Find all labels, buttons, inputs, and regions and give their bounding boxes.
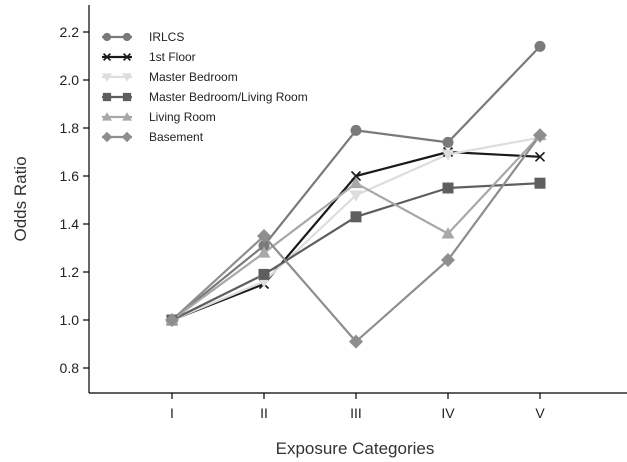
- series-line: [171, 134, 541, 343]
- data-point: [258, 268, 270, 280]
- legend-label: Master Bedroom: [149, 70, 238, 84]
- legend-marker: [103, 53, 111, 61]
- y-tick-label: 2.2: [60, 24, 80, 40]
- data-point: [441, 253, 455, 267]
- data-point: [350, 124, 362, 136]
- x-tick-label: V: [535, 405, 545, 421]
- legend-label: Master Bedroom/Living Room: [149, 90, 308, 104]
- x-tick-label: IV: [441, 405, 455, 421]
- data-point: [349, 176, 363, 189]
- chart-axes: [88, 5, 627, 394]
- y-tick-label: 1.6: [60, 168, 80, 184]
- legend-marker: [102, 73, 112, 82]
- data-point: [534, 177, 546, 189]
- y-tick-label: 1.2: [60, 264, 80, 280]
- legend-marker: [101, 131, 113, 143]
- y-tick-label: 1.4: [60, 216, 80, 232]
- y-tick-label: 2.0: [60, 72, 80, 88]
- data-point: [533, 128, 547, 143]
- data-point: [534, 151, 546, 162]
- legend-label: 1st Floor: [149, 50, 196, 64]
- legend-label: IRLCS: [149, 30, 184, 44]
- legend-marker: [102, 92, 112, 102]
- data-point: [442, 136, 454, 148]
- data-point: [258, 240, 270, 252]
- series-markers: [165, 40, 547, 349]
- data-point: [349, 190, 363, 202]
- legend-marker: [122, 73, 132, 82]
- x-ticks: I II III IV V: [170, 393, 545, 421]
- x-tick-label: III: [350, 405, 362, 421]
- y-ticks: 0.8 1.0 1.2 1.4 1.6 1.8 2.0 2.2: [60, 24, 89, 376]
- data-point: [441, 227, 455, 239]
- legend-marker: [102, 32, 112, 42]
- data-point: [257, 229, 271, 243]
- x-tick-label: I: [170, 405, 174, 421]
- y-tick-label: 1.0: [60, 312, 80, 328]
- legend-label: Basement: [149, 130, 204, 144]
- y-tick-label: 0.8: [60, 360, 80, 376]
- data-point: [350, 211, 362, 223]
- legend-marker: [122, 92, 132, 102]
- data-point: [441, 149, 455, 161]
- x-axis-title: Exposure Categories: [276, 439, 435, 458]
- legend-marker: [123, 53, 131, 61]
- data-point: [349, 334, 363, 349]
- legend-label: Living Room: [149, 110, 216, 124]
- data-point: [350, 170, 362, 182]
- y-axis-title: Odds Ratio: [11, 156, 30, 241]
- data-point: [257, 246, 271, 258]
- y-tick-label: 1.8: [60, 120, 80, 136]
- data-point: [534, 40, 546, 52]
- data-point: [442, 182, 454, 194]
- data-point: [165, 313, 179, 327]
- x-tick-label: II: [260, 405, 268, 421]
- legend-marker: [122, 32, 132, 42]
- legend-marker: [121, 131, 133, 143]
- legend: IRLCS 1st Floor Master Bedroom Master Bedro…: [101, 30, 308, 144]
- legend-marker: [102, 112, 112, 121]
- legend-marker: [122, 112, 132, 121]
